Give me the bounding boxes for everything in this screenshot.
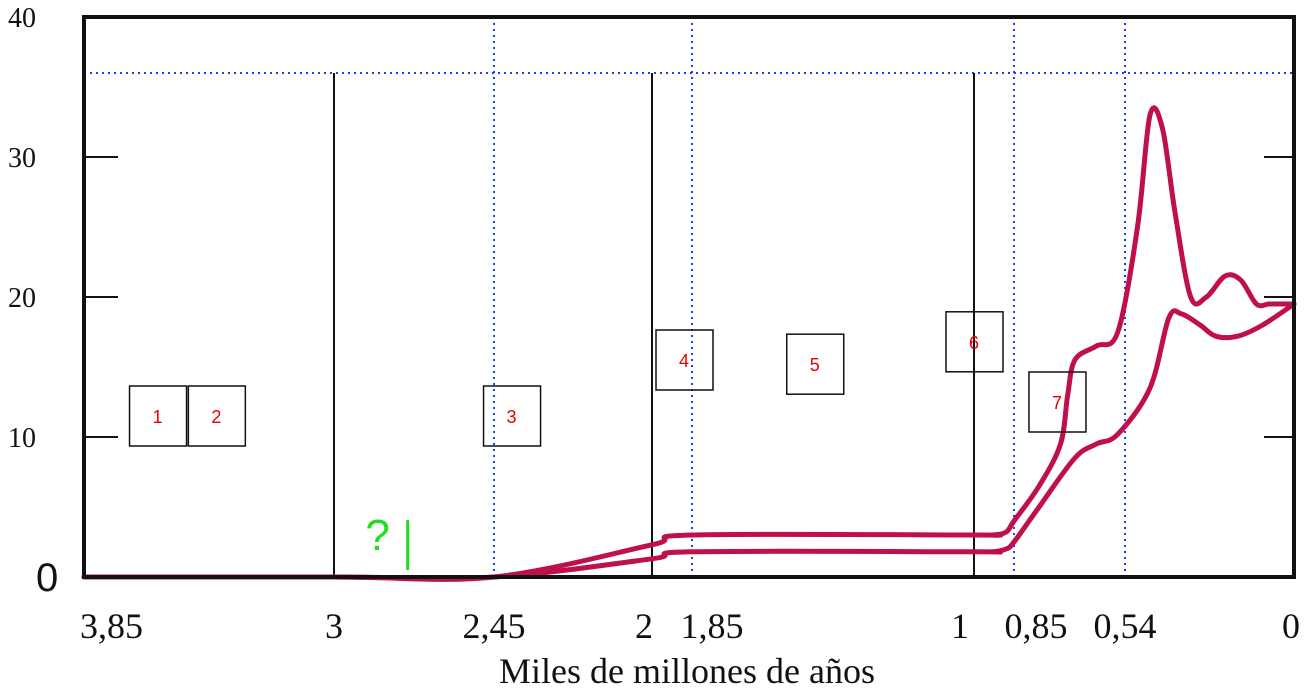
- y-tick-label-30: 30: [8, 143, 36, 174]
- x-tick-label-0: 0: [1282, 606, 1300, 646]
- stage-box-7: [1028, 371, 1087, 433]
- series-line-2: [81, 301, 1297, 581]
- x-tick-label-1,85: 1,85: [681, 606, 744, 646]
- x-tick-label-1: 1: [951, 606, 969, 646]
- stage-label-2: 2: [211, 407, 221, 427]
- stage-label-1: 1: [153, 407, 163, 427]
- stage-box-6: [945, 311, 1004, 373]
- annotation-question-mark: ?: [365, 511, 389, 560]
- stage-label-6: 6: [969, 333, 979, 353]
- stage-box-3: [482, 385, 542, 447]
- x-tick-label-3,85: 3,85: [80, 606, 143, 646]
- stage-box-5: [786, 333, 845, 395]
- stage-label-5: 5: [810, 355, 820, 375]
- x-tick-label-3: 3: [325, 606, 343, 646]
- stage-label-4: 4: [679, 351, 689, 371]
- series-line-1: [81, 105, 1297, 582]
- x-tick-label-0,54: 0,54: [1094, 606, 1157, 646]
- stage-box-4: [655, 329, 714, 391]
- stage-box-2: [187, 385, 247, 447]
- y-tick-label-10: 10: [8, 423, 36, 454]
- plot-area: [84, 17, 1294, 577]
- stage-label-3: 3: [507, 407, 517, 427]
- y-tick-label-40: 40: [8, 3, 36, 34]
- y-tick-label-20: 20: [8, 283, 36, 314]
- x-tick-label-0,85: 0,85: [1005, 606, 1068, 646]
- x-tick-label-2: 2: [635, 606, 653, 646]
- x-tick-label-2,45: 2,45: [463, 606, 526, 646]
- y-tick-label-0: 0: [36, 556, 58, 600]
- x-axis-title: Miles de millones de años: [499, 651, 875, 691]
- stage-box-1: [128, 385, 188, 447]
- stage-label-7: 7: [1052, 393, 1062, 413]
